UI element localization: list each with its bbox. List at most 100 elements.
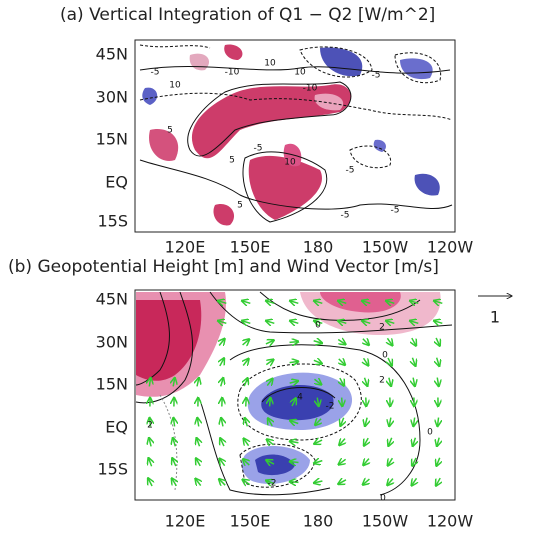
y-tick-label: 30N — [96, 333, 128, 352]
wind-arrow — [290, 441, 299, 442]
wind-arrow — [220, 358, 224, 367]
contour-label: 10 — [294, 68, 306, 78]
wind-vectors — [148, 301, 443, 487]
wind-arrow — [363, 459, 369, 466]
wind-arrow — [148, 478, 152, 487]
wind-arrow — [412, 357, 415, 366]
wind-arrow — [292, 398, 296, 407]
x-tick-label: 120E — [165, 238, 206, 257]
wind-arrow — [218, 321, 227, 324]
wind-arrow — [386, 301, 395, 304]
wind-arrow — [365, 377, 368, 386]
wind-arrow — [342, 397, 343, 407]
contour-label: 0 — [380, 494, 386, 504]
wind-arrow — [340, 417, 343, 426]
wind-arrow — [315, 419, 321, 426]
contours — [139, 44, 453, 223]
wind-arrow — [314, 379, 321, 385]
contour-label: 0 — [315, 321, 321, 331]
wind-arrow — [362, 301, 371, 304]
wind-arrow — [267, 439, 274, 445]
wind-arrow — [412, 337, 416, 346]
contour-label: -5 — [346, 166, 355, 176]
wind-arrow — [243, 339, 250, 345]
wind-arrow — [265, 340, 274, 344]
wind-arrow — [242, 321, 251, 324]
contour-label: -2 — [268, 479, 277, 489]
y-tick-label: 15S — [97, 460, 128, 479]
contour-label: 10 — [284, 158, 296, 168]
wind-arrow — [149, 418, 150, 427]
wind-arrow — [290, 482, 299, 483]
panel-title: (a) Vertical Integration of Q1 − Q2 [W/m… — [60, 5, 435, 25]
wind-arrow — [173, 378, 175, 387]
wind-arrow — [266, 301, 275, 304]
wind-arrow — [290, 421, 299, 424]
wind-arrow — [149, 378, 150, 387]
wind-arrow — [365, 417, 367, 427]
wind-arrow — [197, 418, 198, 427]
wind-arrow — [338, 321, 347, 324]
wind-arrow — [265, 359, 273, 364]
contour-label: 0 — [382, 351, 388, 361]
x-tick-label: 120E — [165, 512, 206, 531]
wind-arrow — [173, 438, 176, 447]
panel-title: (b) Geopotential Height [m] and Wind Vec… — [8, 257, 439, 277]
wind-arrow — [434, 321, 443, 324]
wind-arrow — [337, 340, 345, 345]
wind-arrow — [196, 458, 200, 467]
x-tick-label: 150W — [362, 512, 409, 531]
wind-arrow — [149, 438, 151, 447]
x-tick-label: 150W — [362, 238, 409, 257]
contour-label: 2 — [379, 376, 385, 386]
wind-arrow — [437, 437, 439, 447]
wind-arrow — [317, 397, 318, 407]
panel-b: (b) Geopotential Height [m] and Wind Vec… — [8, 257, 512, 501]
wind-arrow — [197, 378, 199, 387]
wind-arrow — [244, 378, 248, 387]
x-tick-label: 180 — [303, 512, 334, 531]
wind-arrow — [173, 418, 174, 427]
wind-arrow — [410, 301, 419, 304]
wind-arrow — [386, 321, 395, 324]
wind-arrow — [242, 301, 251, 304]
wind-arrow — [387, 337, 392, 345]
reference-vector-label: 1 — [490, 308, 500, 327]
y-tick-label: EQ — [105, 418, 128, 437]
wind-arrow — [172, 458, 176, 467]
wind-arrow — [266, 460, 275, 464]
wind-arrow — [267, 378, 272, 385]
wind-arrow — [195, 478, 200, 485]
x-tick-label: 180 — [303, 238, 334, 257]
wind-arrow — [362, 321, 371, 324]
wind-arrow — [270, 398, 271, 407]
y-tick-label: EQ — [105, 173, 128, 192]
wind-arrow — [314, 301, 323, 304]
wind-arrow — [363, 479, 370, 485]
contour-label: 0 — [427, 428, 433, 438]
wind-arrow — [290, 462, 299, 463]
contour-label: -5 — [391, 206, 400, 216]
wind-arrow — [413, 437, 416, 447]
contour-label: -5 — [341, 211, 350, 221]
wind-arrow — [388, 437, 391, 446]
wind-arrow — [388, 357, 392, 366]
x-tick-label: 120W — [427, 238, 474, 257]
wind-arrow — [388, 457, 393, 466]
contour-label: 2 — [147, 421, 153, 431]
wind-arrow — [339, 439, 345, 446]
contour-label: -5 — [151, 68, 160, 78]
wind-arrow — [338, 459, 347, 464]
x-tick-label: 150E — [230, 238, 271, 257]
wind-arrow — [314, 321, 323, 324]
wind-arrow — [218, 301, 227, 304]
wind-arrow — [219, 458, 224, 467]
y-tick-label: 45N — [96, 45, 128, 64]
contour-label: 10 — [264, 59, 276, 69]
wind-arrow — [313, 360, 322, 363]
wind-arrow — [413, 377, 415, 387]
wind-arrow — [148, 458, 151, 467]
wind-arrow — [363, 339, 369, 346]
wind-arrow — [340, 377, 344, 386]
wind-arrow — [436, 337, 440, 346]
